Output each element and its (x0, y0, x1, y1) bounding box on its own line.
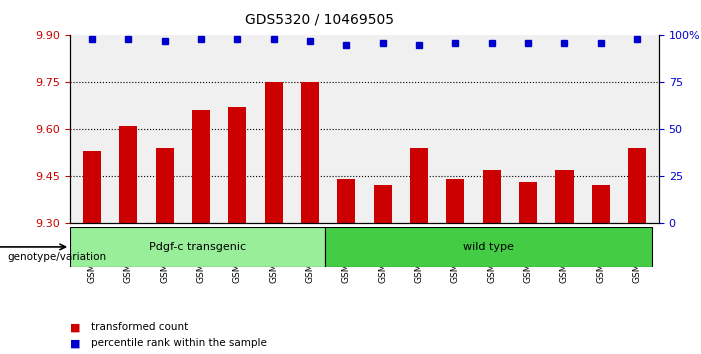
Text: ■: ■ (70, 322, 81, 332)
Text: ■: ■ (70, 338, 81, 348)
Bar (192, 110, 210, 223)
Bar (555, 170, 573, 223)
Bar (628, 148, 646, 223)
Bar (374, 185, 392, 223)
Text: transformed count: transformed count (91, 322, 189, 332)
Bar (301, 82, 319, 223)
Bar (229, 107, 246, 223)
FancyBboxPatch shape (70, 227, 325, 267)
Text: genotype/variation: genotype/variation (7, 252, 106, 262)
Bar (83, 151, 101, 223)
Bar (592, 185, 610, 223)
Text: GDS5320 / 10469505: GDS5320 / 10469505 (245, 12, 395, 27)
Bar (264, 82, 283, 223)
Bar (447, 179, 465, 223)
Text: Pdgf-c transgenic: Pdgf-c transgenic (149, 242, 246, 252)
Text: percentile rank within the sample: percentile rank within the sample (91, 338, 267, 348)
Bar (156, 148, 174, 223)
Bar (519, 182, 537, 223)
Bar (119, 126, 137, 223)
Bar (410, 148, 428, 223)
FancyBboxPatch shape (325, 227, 652, 267)
Bar (337, 179, 355, 223)
Text: wild type: wild type (463, 242, 514, 252)
Bar (483, 170, 501, 223)
